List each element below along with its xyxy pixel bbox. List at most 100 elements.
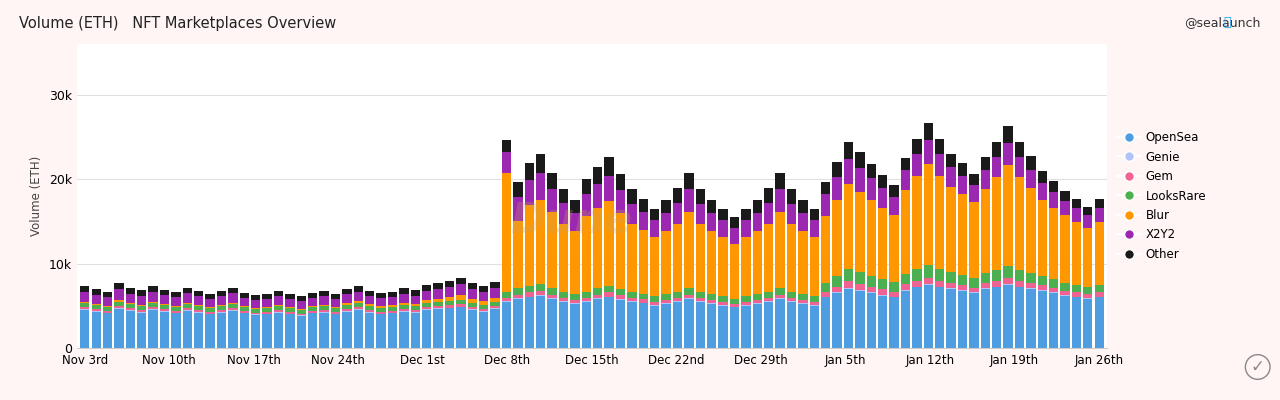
Bar (125, 294, 136, 303)
Bar (525, 180, 534, 206)
Bar (411, 290, 420, 296)
Bar (662, 294, 671, 300)
Bar (673, 203, 682, 224)
Bar (216, 296, 227, 305)
Bar (320, 291, 329, 296)
Bar (730, 308, 739, 348)
Bar (730, 304, 739, 307)
Bar (593, 298, 603, 299)
Bar (445, 300, 454, 305)
Bar (559, 224, 568, 292)
Bar (399, 312, 408, 348)
Bar (216, 305, 227, 306)
Bar (559, 292, 568, 298)
Bar (832, 200, 842, 276)
Bar (753, 300, 762, 304)
Bar (1071, 285, 1082, 292)
Bar (206, 294, 215, 299)
Bar (776, 172, 785, 190)
Bar (1083, 207, 1093, 215)
Bar (1038, 290, 1047, 348)
Bar (673, 302, 682, 348)
Bar (513, 221, 522, 288)
Bar (890, 282, 899, 292)
Bar (570, 212, 580, 231)
Bar (239, 293, 250, 298)
Bar (1094, 297, 1103, 348)
Bar (411, 296, 420, 304)
Bar (878, 279, 887, 290)
Bar (160, 312, 169, 348)
Bar (764, 188, 773, 203)
Bar (502, 301, 511, 302)
Bar (308, 311, 317, 313)
Bar (957, 163, 968, 176)
Bar (639, 199, 648, 212)
Bar (832, 286, 842, 292)
Bar (901, 158, 910, 170)
Bar (581, 302, 591, 348)
Bar (330, 308, 340, 312)
Bar (878, 188, 887, 208)
Bar (627, 298, 636, 301)
Legend: OpenSea, Genie, Gem, LooksRare, Blur, X2Y2, Other: OpenSea, Genie, Gem, LooksRare, Blur, X2… (1112, 126, 1211, 266)
Bar (913, 139, 922, 154)
Bar (1027, 156, 1036, 170)
Bar (650, 209, 659, 220)
Bar (559, 203, 568, 224)
Bar (479, 311, 489, 312)
Bar (479, 309, 489, 311)
Bar (855, 168, 864, 192)
Bar (992, 270, 1001, 281)
Bar (297, 309, 306, 310)
Bar (764, 301, 773, 302)
Bar (353, 286, 364, 292)
Bar (330, 307, 340, 308)
Bar (832, 177, 842, 200)
Bar (137, 305, 146, 306)
Bar (867, 178, 876, 200)
Bar (411, 312, 420, 348)
Bar (673, 188, 682, 203)
Text: ✓: ✓ (1251, 358, 1265, 376)
Bar (490, 302, 499, 306)
Bar (251, 295, 260, 300)
Bar (274, 312, 283, 348)
Bar (1015, 270, 1024, 281)
Bar (901, 170, 910, 190)
Bar (206, 308, 215, 312)
Bar (787, 301, 796, 302)
Bar (581, 301, 591, 302)
Bar (855, 284, 864, 290)
Bar (376, 298, 385, 306)
Bar (867, 164, 876, 178)
Bar (844, 184, 854, 269)
Bar (695, 292, 705, 298)
Bar (525, 286, 534, 292)
Bar (148, 302, 157, 303)
Bar (434, 306, 443, 308)
Bar (114, 306, 124, 308)
Bar (502, 292, 511, 298)
Bar (1060, 190, 1070, 201)
Bar (228, 293, 238, 302)
Bar (844, 142, 854, 159)
Bar (262, 312, 271, 314)
Bar (1004, 143, 1012, 165)
Bar (924, 285, 933, 348)
Bar (1048, 292, 1059, 293)
Bar (969, 202, 978, 278)
Bar (548, 299, 557, 348)
Bar (183, 302, 192, 304)
Bar (228, 311, 238, 348)
Bar (878, 208, 887, 279)
Bar (718, 209, 728, 220)
Bar (206, 312, 215, 314)
Bar (820, 182, 831, 194)
Bar (581, 292, 591, 298)
Bar (172, 307, 180, 311)
Bar (274, 306, 283, 310)
Bar (479, 312, 489, 348)
Bar (685, 298, 694, 299)
Bar (467, 302, 477, 307)
